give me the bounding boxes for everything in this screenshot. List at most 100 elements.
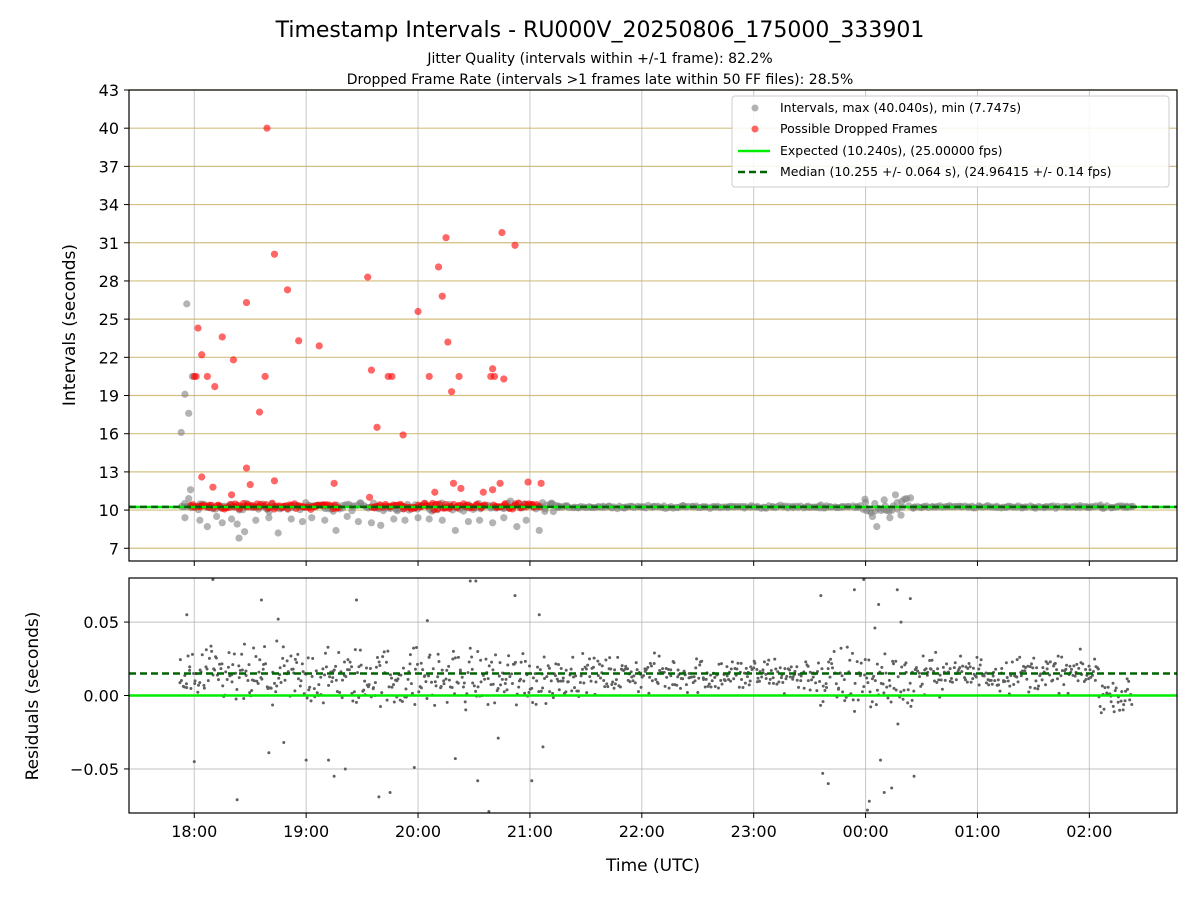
residual-point — [350, 691, 354, 695]
residual-point — [381, 655, 385, 659]
residual-point — [551, 691, 555, 695]
residual-point — [938, 673, 942, 677]
residual-point — [571, 655, 575, 659]
residual-point — [508, 675, 512, 679]
residual-point — [826, 667, 830, 671]
residual-point — [755, 667, 759, 671]
residual-point — [982, 674, 986, 678]
residual-point — [698, 663, 702, 667]
residual-point — [1122, 703, 1126, 707]
residual-point — [862, 685, 866, 689]
residual-point — [377, 795, 381, 799]
residual-point — [445, 700, 449, 704]
dropped-frame-point — [283, 286, 292, 294]
residual-point — [188, 668, 192, 672]
residual-point — [997, 683, 1001, 687]
residual-point — [528, 664, 532, 668]
chart-subtitle-dropped: Dropped Frame Rate (intervals >1 frames … — [347, 72, 854, 88]
interval-point — [213, 512, 221, 521]
residual-point — [334, 678, 338, 682]
residual-point — [1033, 686, 1037, 690]
residual-point — [912, 774, 916, 778]
residual-point — [852, 588, 856, 592]
legend-label-intervals: Intervals, max (40.040s), min (7.747s) — [780, 100, 1021, 115]
residual-point — [949, 677, 953, 681]
residual-point — [1119, 699, 1123, 703]
residual-point — [468, 579, 472, 583]
interval-point — [298, 517, 307, 526]
residual-point — [337, 651, 341, 655]
residual-point — [547, 666, 551, 670]
dropped-frame-point — [442, 234, 450, 242]
residual-point — [377, 660, 381, 664]
residual-point — [998, 689, 1002, 693]
residual-point — [462, 681, 466, 685]
residual-point — [713, 684, 717, 688]
residual-point — [777, 680, 781, 684]
residual-point — [304, 758, 308, 762]
interval-point — [274, 529, 282, 537]
residual-point — [614, 678, 618, 682]
residual-point — [240, 652, 244, 656]
dropped-frame-point — [198, 351, 206, 359]
residual-point — [1109, 700, 1113, 704]
interval-point — [203, 523, 211, 531]
residual-point — [240, 668, 244, 672]
residual-point — [311, 656, 315, 660]
interval-point — [377, 521, 385, 529]
residual-point — [830, 666, 834, 670]
residual-point — [1075, 662, 1079, 666]
residual-point — [433, 703, 437, 707]
residual-point — [1103, 686, 1107, 690]
residual-point — [476, 779, 480, 783]
residual-point — [388, 790, 392, 794]
residual-point — [588, 675, 592, 679]
residual-point — [850, 651, 854, 655]
residual-point — [453, 656, 457, 660]
residual-point — [348, 660, 352, 664]
residual-point — [788, 675, 792, 679]
interval-point — [181, 390, 189, 398]
residual-point — [496, 687, 500, 691]
residual-point — [218, 662, 222, 666]
residual-point — [574, 674, 578, 678]
residual-point — [1111, 681, 1115, 685]
residual-point — [611, 680, 615, 684]
residual-point — [769, 669, 773, 673]
residual-point — [626, 667, 630, 671]
residual-point — [178, 658, 182, 662]
residual-point — [768, 677, 772, 681]
residual-point — [1056, 654, 1060, 658]
residual-point — [767, 658, 771, 662]
residual-point — [1123, 699, 1127, 703]
residual-point — [694, 666, 698, 670]
residual-point — [821, 684, 825, 688]
residual-point — [352, 690, 356, 694]
residual-point — [860, 690, 864, 694]
residual-point — [237, 664, 241, 668]
residual-point — [960, 670, 964, 674]
residual-point — [936, 667, 940, 671]
residual-point — [894, 659, 898, 663]
residual-point — [503, 682, 507, 686]
interval-point — [880, 496, 888, 504]
residual-point — [608, 656, 612, 660]
residual-point — [713, 676, 717, 680]
residual-point — [895, 588, 899, 592]
residual-point — [542, 655, 546, 659]
residual-point — [415, 662, 419, 666]
dropped-frame-point — [524, 478, 532, 486]
residual-point — [1113, 689, 1117, 693]
residual-point — [612, 686, 616, 690]
residual-point — [647, 691, 651, 695]
residual-point — [954, 678, 958, 682]
residual-point — [340, 696, 344, 700]
residual-point — [193, 679, 197, 683]
residual-point — [499, 683, 503, 687]
residual-point — [678, 686, 682, 690]
residual-point — [910, 698, 914, 702]
intervals-y-tick-label: 28 — [99, 272, 119, 291]
residual-point — [881, 682, 885, 686]
residual-point — [896, 675, 900, 679]
residual-point — [335, 689, 339, 693]
